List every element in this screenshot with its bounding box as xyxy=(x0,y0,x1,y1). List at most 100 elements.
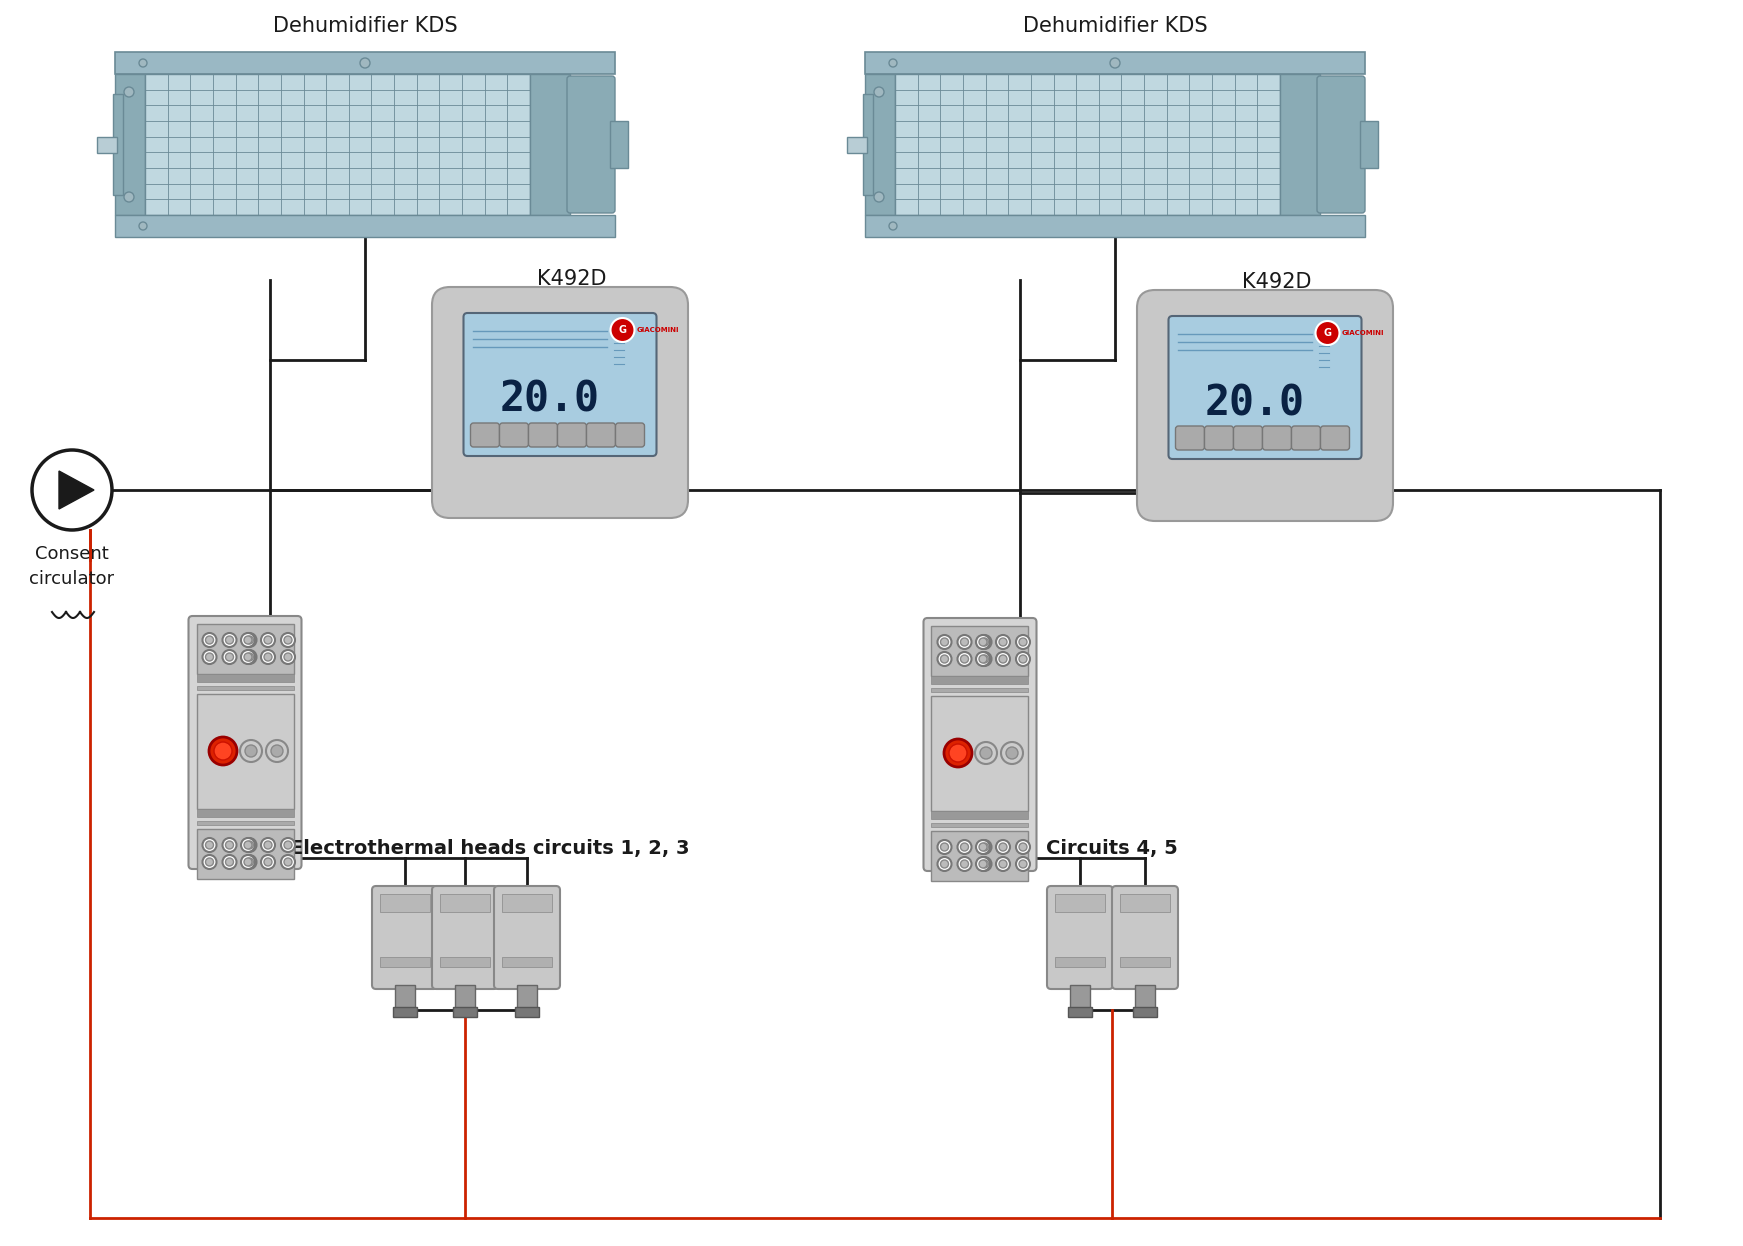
Circle shape xyxy=(284,841,293,849)
Polygon shape xyxy=(59,471,94,510)
Bar xyxy=(610,121,627,168)
Circle shape xyxy=(270,745,282,758)
Circle shape xyxy=(873,87,884,97)
Circle shape xyxy=(261,855,275,868)
Circle shape xyxy=(960,638,969,645)
Text: G: G xyxy=(619,325,626,335)
Circle shape xyxy=(945,739,973,768)
Circle shape xyxy=(223,650,237,664)
Circle shape xyxy=(223,633,237,647)
Circle shape xyxy=(202,633,216,647)
Text: 20.0: 20.0 xyxy=(1204,383,1306,424)
Circle shape xyxy=(957,652,971,667)
Circle shape xyxy=(978,840,992,854)
Circle shape xyxy=(995,652,1009,667)
Bar xyxy=(502,957,553,967)
Bar xyxy=(113,93,124,196)
FancyBboxPatch shape xyxy=(432,287,688,518)
Bar xyxy=(931,831,1028,881)
Bar xyxy=(514,1007,539,1017)
Bar xyxy=(197,687,293,690)
Bar xyxy=(115,216,615,237)
Circle shape xyxy=(873,192,884,202)
FancyBboxPatch shape xyxy=(865,52,1365,74)
Bar xyxy=(931,811,1028,819)
Circle shape xyxy=(241,855,254,868)
Circle shape xyxy=(974,743,997,764)
Bar xyxy=(1121,957,1170,967)
Circle shape xyxy=(281,839,295,852)
FancyBboxPatch shape xyxy=(471,422,500,447)
Circle shape xyxy=(281,855,295,868)
Bar xyxy=(847,137,866,152)
FancyBboxPatch shape xyxy=(1136,290,1393,521)
Bar xyxy=(1360,121,1379,168)
Circle shape xyxy=(938,840,952,854)
Bar xyxy=(1055,957,1105,967)
Circle shape xyxy=(948,744,967,763)
Circle shape xyxy=(941,638,948,645)
FancyBboxPatch shape xyxy=(1048,886,1114,989)
Circle shape xyxy=(938,635,952,649)
Circle shape xyxy=(139,59,146,67)
Bar xyxy=(931,677,1028,684)
Circle shape xyxy=(246,635,253,644)
FancyBboxPatch shape xyxy=(528,422,558,447)
Bar xyxy=(530,74,570,216)
Circle shape xyxy=(976,857,990,871)
Bar xyxy=(931,697,1028,811)
Bar xyxy=(115,74,145,216)
Text: K492D: K492D xyxy=(1243,272,1312,292)
Circle shape xyxy=(938,652,952,667)
Circle shape xyxy=(1016,857,1030,871)
Circle shape xyxy=(202,650,216,664)
Circle shape xyxy=(225,858,234,866)
Circle shape xyxy=(281,650,295,664)
Circle shape xyxy=(284,635,293,644)
Circle shape xyxy=(263,653,272,660)
Circle shape xyxy=(242,650,256,664)
Bar xyxy=(197,674,293,682)
Circle shape xyxy=(960,655,969,663)
Circle shape xyxy=(31,450,112,530)
Circle shape xyxy=(1006,748,1018,759)
Circle shape xyxy=(139,222,146,231)
Bar xyxy=(98,137,117,152)
Circle shape xyxy=(976,635,990,649)
Circle shape xyxy=(225,653,234,660)
Circle shape xyxy=(889,59,898,67)
Circle shape xyxy=(214,743,232,760)
Circle shape xyxy=(263,841,272,849)
Text: Dehumidifier KDS: Dehumidifier KDS xyxy=(1023,16,1208,36)
Circle shape xyxy=(241,839,254,852)
Circle shape xyxy=(244,858,253,866)
FancyBboxPatch shape xyxy=(558,422,586,447)
FancyBboxPatch shape xyxy=(1168,316,1361,459)
Circle shape xyxy=(980,655,987,663)
Text: Circuits 4, 5: Circuits 4, 5 xyxy=(1046,839,1178,858)
Circle shape xyxy=(995,857,1009,871)
Circle shape xyxy=(223,839,237,852)
Circle shape xyxy=(263,858,272,866)
FancyBboxPatch shape xyxy=(1318,76,1365,213)
Circle shape xyxy=(1020,655,1027,663)
Bar xyxy=(197,821,293,825)
FancyBboxPatch shape xyxy=(615,422,645,447)
Circle shape xyxy=(957,857,971,871)
Bar xyxy=(1068,1007,1093,1017)
Circle shape xyxy=(1316,321,1340,345)
Circle shape xyxy=(978,652,992,667)
Bar xyxy=(931,688,1028,692)
Circle shape xyxy=(938,857,952,871)
Circle shape xyxy=(202,839,216,852)
Circle shape xyxy=(957,840,971,854)
Text: GIACOMINI: GIACOMINI xyxy=(1342,330,1384,336)
Bar xyxy=(931,824,1028,827)
Bar xyxy=(865,74,894,216)
Circle shape xyxy=(267,740,288,763)
Bar xyxy=(439,893,490,912)
Circle shape xyxy=(361,59,370,69)
Circle shape xyxy=(206,858,213,866)
Circle shape xyxy=(225,841,234,849)
Text: Dehumidifier KDS: Dehumidifier KDS xyxy=(272,16,457,36)
